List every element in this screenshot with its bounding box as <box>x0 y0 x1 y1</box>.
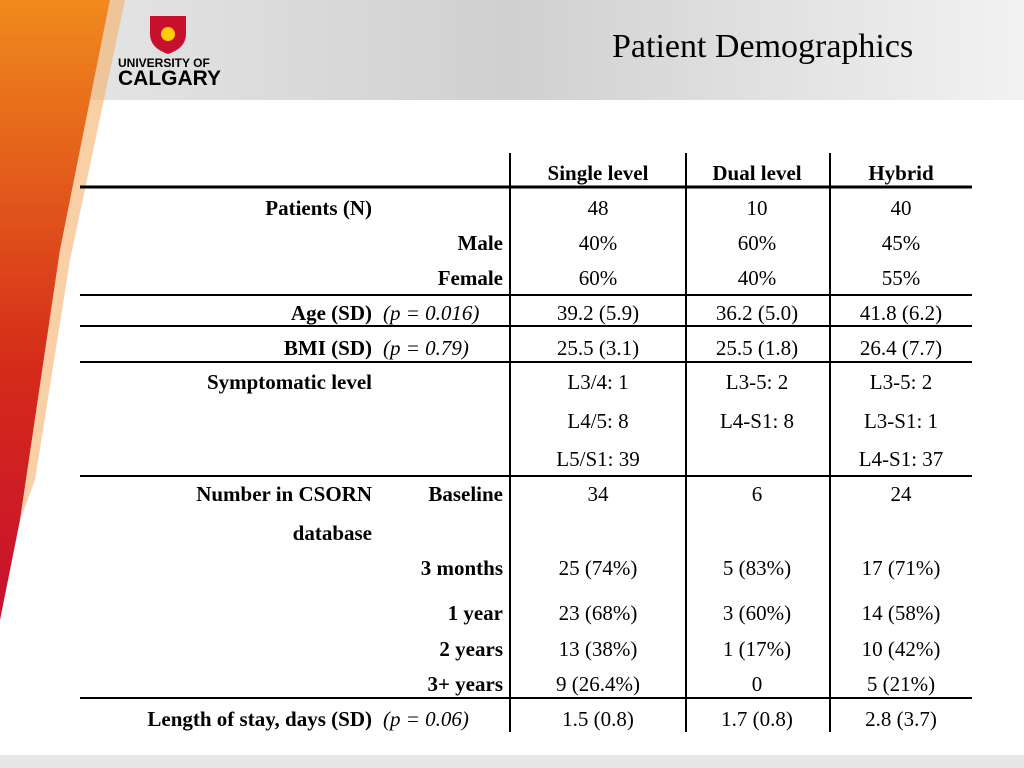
logo-text: UNIVERSITY OF <box>118 56 210 70</box>
cell: 26.4 (7.7) <box>859 336 943 360</box>
row-label: Symptomatic level <box>206 370 372 394</box>
cell: 5 (21%) <box>866 672 936 696</box>
row-label: Age (SD) <box>290 301 372 325</box>
cell: 40% <box>578 231 618 255</box>
cell: 40% <box>737 266 777 290</box>
cell: 9 (26.4%) <box>556 672 640 696</box>
cell: 1.5 (0.8) <box>562 707 634 731</box>
cell: 25.5 (3.1) <box>556 336 640 360</box>
cell: L3-S1: 1 <box>863 409 939 433</box>
cell: 3 (60%) <box>722 601 792 625</box>
column-header: Dual level <box>712 161 802 185</box>
cell: 1 (17%) <box>722 637 792 661</box>
row-label: BMI (SD) <box>283 336 372 360</box>
cell: 2.8 (3.7) <box>865 707 937 731</box>
row-label: database <box>292 521 372 545</box>
cell: 5 (83%) <box>722 556 792 580</box>
cell: 41.8 (6.2) <box>859 301 943 325</box>
cell: L4-S1: 8 <box>719 409 795 433</box>
cell: L4/5: 8 <box>567 409 629 433</box>
row-sublabel: Male <box>457 231 503 255</box>
p-value: (p = 0.06) <box>383 707 469 731</box>
cell: 13 (38%) <box>558 637 638 661</box>
row-sublabel: Female <box>437 266 503 290</box>
p-value: (p = 0.016) <box>383 301 480 325</box>
cell: 1.7 (0.8) <box>721 707 793 731</box>
row-sublabel: 3+ years <box>427 672 503 696</box>
cell: 10 (42%) <box>861 637 941 661</box>
p-value: (p = 0.79) <box>383 336 469 360</box>
column-header: Single level <box>547 161 649 185</box>
column-header: Hybrid <box>868 161 934 185</box>
cell: L3-5: 2 <box>725 370 789 394</box>
cell: 14 (58%) <box>861 601 941 625</box>
row-sublabel: 1 year <box>447 601 503 625</box>
cell: 45% <box>881 231 921 255</box>
cell: 55% <box>881 266 921 290</box>
cell: 39.2 (5.9) <box>556 301 640 325</box>
logo-text: CALGARY <box>118 67 222 90</box>
cell: 6 <box>751 482 763 506</box>
cell: 60% <box>737 231 777 255</box>
row-label: Patients (N) <box>265 196 372 220</box>
row-sublabel: Baseline <box>428 482 503 506</box>
cell: 36.2 (5.0) <box>715 301 799 325</box>
cell: L3-5: 2 <box>869 370 933 394</box>
row-sublabel: 2 years <box>439 637 503 661</box>
cell: 25 (74%) <box>558 556 638 580</box>
cell: 34 <box>587 482 609 506</box>
table-lines <box>80 153 972 732</box>
cell: L3/4: 1 <box>567 370 629 394</box>
swoosh <box>0 0 110 620</box>
cell: L5/S1: 39 <box>556 447 640 471</box>
slide-title: Patient Demographics <box>612 28 914 65</box>
cell: 48 <box>587 196 609 220</box>
swoosh-light <box>20 0 125 520</box>
cell: 60% <box>578 266 618 290</box>
cell: 25.5 (1.8) <box>715 336 799 360</box>
row-label: Length of stay, days (SD) <box>147 707 372 731</box>
cell: 10 <box>746 196 768 220</box>
cell: 24 <box>890 482 912 506</box>
cell: L4-S1: 37 <box>858 447 944 471</box>
row-sublabel: 3 months <box>420 556 503 580</box>
cell: 23 (68%) <box>558 601 638 625</box>
cell: 17 (71%) <box>861 556 941 580</box>
row-label: Number in CSORN <box>196 482 372 506</box>
logo-emblem <box>161 27 175 41</box>
cell: 0 <box>751 672 763 696</box>
footer-band <box>0 755 1024 768</box>
cell: 40 <box>890 196 912 220</box>
